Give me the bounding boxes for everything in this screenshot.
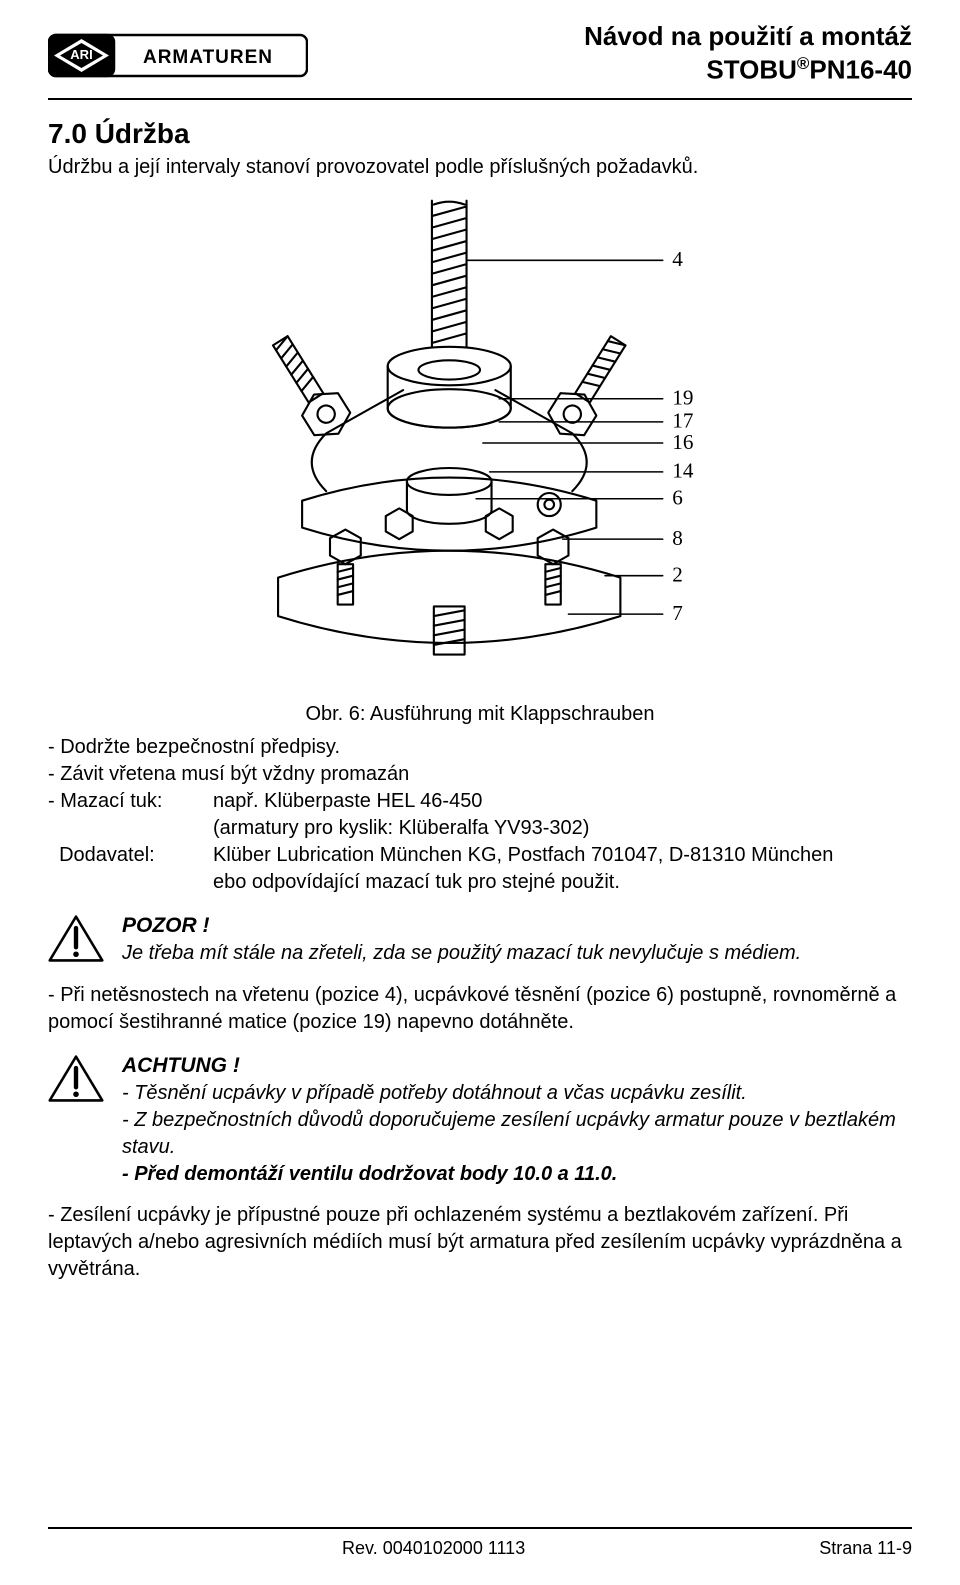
warning-text: - Před demontáží ventilu dodržovat body … <box>122 1161 912 1188</box>
section-heading: 7.0 Údržba <box>48 118 912 150</box>
body-bullets: - Dodržte bezpečnostní předpisy. - Závit… <box>48 734 912 896</box>
callout-14: 14 <box>672 459 694 483</box>
section-intro: Údržbu a její intervaly stanoví provozov… <box>48 156 912 179</box>
figure-caption: Obr. 6: Ausführung mit Klappschrauben <box>48 703 912 726</box>
callout-6: 6 <box>672 486 683 510</box>
footer-center: Rev. 0040102000 1113 <box>342 1538 525 1559</box>
warning-icon <box>48 914 104 968</box>
page-footer: Rev. 0040102000 1113 Strana 11-9 <box>48 1538 912 1559</box>
callout-4: 4 <box>672 247 683 271</box>
header-title-line2: STOBU®PN16-40 <box>584 53 912 86</box>
svg-text:ARI: ARI <box>70 47 92 62</box>
callout-2: 2 <box>672 562 683 586</box>
header-title-line1: Návod na použití a montáž <box>584 20 912 53</box>
footer-divider <box>48 1527 912 1529</box>
warning-text: Je třeba mít stále na zřeteli, zda se po… <box>122 940 912 967</box>
bullet-line: - Závit vřetena musí být vždny promazán <box>48 761 912 788</box>
callout-8: 8 <box>672 526 683 550</box>
header-title: Návod na použití a montáž STOBU®PN16-40 <box>584 20 912 86</box>
svg-text:ARMATUREN: ARMATUREN <box>143 47 273 68</box>
brand-logo: ARI ARMATUREN <box>48 28 308 88</box>
warning-title: POZOR ! <box>122 912 912 940</box>
body-paragraph: - Při netěsnostech na vřetenu (pozice 4)… <box>48 982 912 1036</box>
callout-19: 19 <box>672 386 693 410</box>
warning-block: ACHTUNG ! - Těsnění ucpávky v případě po… <box>48 1052 912 1188</box>
bullet-line: - Dodržte bezpečnostní předpisy. <box>48 734 912 761</box>
callout-16: 16 <box>672 430 693 454</box>
warning-text: - Těsnění ucpávky v případě potřeby dotá… <box>122 1080 912 1107</box>
body-paragraph: - Zesílení ucpávky je přípustné pouze př… <box>48 1202 912 1283</box>
bullet-line: Dodavatel: Klüber Lubrication München KG… <box>48 842 912 896</box>
warning-block: POZOR ! Je třeba mít stále na zřeteli, z… <box>48 912 912 968</box>
warning-icon <box>48 1054 104 1108</box>
callout-7: 7 <box>672 601 683 625</box>
warning-title: ACHTUNG ! <box>122 1052 912 1080</box>
bullet-line: - Mazací tuk: např. Klüberpaste HEL 46-4… <box>48 788 912 842</box>
header-divider <box>48 98 912 100</box>
figure-diagram: 4 19 17 16 14 6 8 2 7 <box>48 193 912 693</box>
footer-right: Strana 11-9 <box>819 1538 912 1559</box>
warning-text: - Z bezpečnostních důvodů doporučujeme z… <box>122 1107 912 1161</box>
page-header: ARI ARMATUREN Návod na použití a montáž … <box>48 20 912 88</box>
